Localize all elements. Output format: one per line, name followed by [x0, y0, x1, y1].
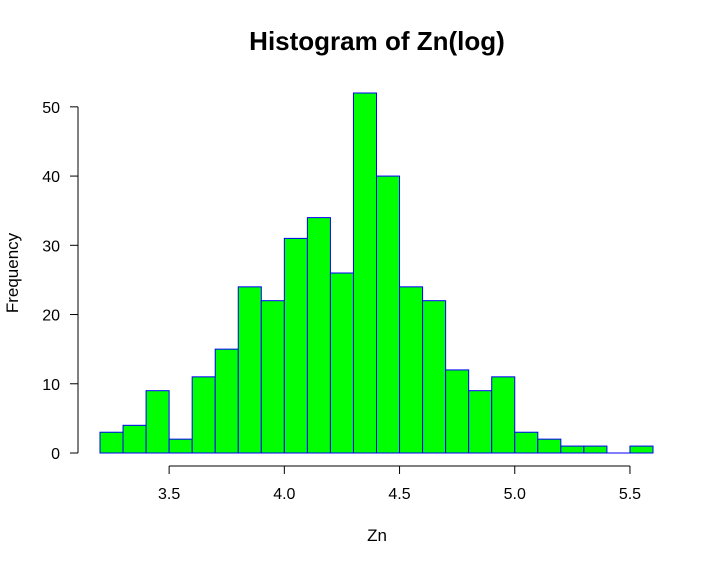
- y-tick-label: 20: [42, 308, 60, 325]
- histogram-bar: [214, 348, 239, 454]
- histogram-bar: [168, 438, 193, 454]
- histogram-bar: [445, 369, 470, 454]
- y-tick-label: 40: [42, 169, 60, 186]
- histogram-bar: [329, 272, 354, 454]
- histogram-bar: [237, 286, 262, 454]
- histogram-bar: [468, 390, 493, 454]
- histogram-bar: [352, 92, 378, 454]
- y-tick-label: 30: [42, 238, 60, 255]
- histogram-bar: [537, 438, 562, 454]
- histogram-bar: [99, 431, 124, 454]
- x-tick-label: 5.5: [619, 486, 641, 503]
- x-tick-label: 5.0: [504, 486, 526, 503]
- x-tick-label: 3.5: [158, 486, 180, 503]
- histogram-bar: [629, 445, 654, 454]
- y-axis-ticks: 0 10 20 30 40 50: [42, 100, 78, 463]
- bars-group: [99, 92, 654, 454]
- histogram-bar: [399, 286, 424, 454]
- chart-title: Histogram of Zn(log): [249, 26, 505, 56]
- histogram-bar: [191, 376, 216, 454]
- x-axis-ticks: 3.5 4.0 4.5 5.0 5.5: [158, 466, 641, 503]
- histogram-bar: [145, 390, 170, 454]
- histogram-bar: [514, 431, 539, 454]
- histogram-bar: [491, 376, 516, 454]
- histogram-bar: [376, 175, 401, 454]
- y-tick-label: 50: [42, 100, 60, 117]
- x-axis-label: Zn: [367, 526, 387, 545]
- x-tick-label: 4.0: [273, 486, 295, 503]
- histogram-bar: [122, 424, 147, 454]
- histogram-bar: [560, 445, 585, 454]
- histogram-bar: [283, 237, 308, 454]
- histogram-bar: [583, 445, 608, 454]
- y-tick-label: 10: [42, 377, 60, 394]
- histogram-bar: [422, 300, 447, 454]
- x-tick-label: 4.5: [388, 486, 410, 503]
- histogram-bar: [260, 300, 285, 454]
- y-axis-label: Frequency: [3, 232, 22, 313]
- y-tick-label: 0: [51, 446, 60, 463]
- histogram-bar: [306, 217, 331, 454]
